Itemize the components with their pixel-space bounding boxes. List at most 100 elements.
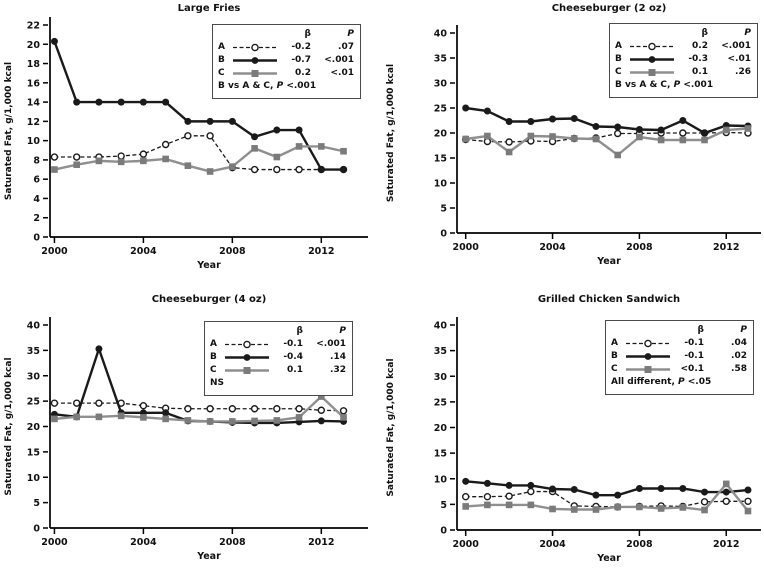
- y-tick-label: 2: [33, 213, 40, 224]
- series-C-point: [679, 504, 687, 511]
- series-C-point: [295, 414, 303, 421]
- series-b-sample: [625, 352, 671, 361]
- legend-row-c: C 0.1 .26: [615, 66, 751, 79]
- series-A-point: [250, 405, 259, 413]
- series-C-point: [527, 132, 535, 140]
- series-C-point: [251, 417, 258, 425]
- series-C-point: [505, 148, 513, 156]
- series-C-line: [465, 127, 749, 157]
- series-c-beta: 0.2: [295, 68, 311, 78]
- series-B-point: [117, 98, 125, 106]
- solid-filled-circle-icon: [233, 57, 277, 64]
- legend-note: B vs A & C, P <.001: [615, 80, 714, 90]
- legend-row-c: C 0.2 <.01: [218, 67, 354, 80]
- series-A-point: [744, 497, 752, 506]
- legend-beta-header: β: [701, 28, 708, 38]
- series-b-p: .02: [731, 351, 747, 361]
- y-axis-title: Saturated Fat, g/1,000 kcal: [4, 357, 14, 495]
- legend-header: β P: [615, 27, 751, 40]
- series-A-point: [679, 129, 687, 137]
- y-tick-label: 15: [27, 447, 40, 458]
- y-tick-label: 20: [27, 40, 41, 51]
- y-tick-label: 35: [434, 346, 447, 357]
- series-A-point: [483, 492, 492, 501]
- series-c-p: .58: [731, 364, 747, 374]
- series-C-point: [273, 153, 281, 161]
- series-B-point: [635, 126, 643, 133]
- series-B-point: [462, 477, 470, 485]
- series-B-point: [592, 123, 600, 130]
- x-tick-label: 2000: [41, 537, 68, 548]
- x-tick-label: 2012: [713, 539, 739, 550]
- series-C-point: [570, 135, 578, 142]
- series-c-beta: <0.1: [680, 364, 704, 374]
- x-tick-label: 2000: [41, 246, 68, 257]
- y-tick-label: 0: [33, 524, 40, 535]
- gray-filled-square-icon: [626, 366, 670, 373]
- series-C-line: [54, 394, 345, 423]
- series-C-point: [614, 503, 621, 511]
- series-B-point: [527, 481, 535, 489]
- series-B-point: [273, 126, 281, 134]
- series-A-point: [273, 165, 281, 174]
- series-B-point: [162, 98, 170, 106]
- series-C-point: [295, 143, 303, 150]
- legend-note: All different, P <.05: [611, 377, 712, 387]
- series-a-label: A: [611, 338, 618, 348]
- series-C-point: [206, 168, 214, 175]
- cheeseburger-2oz-plot: 0 5 10 15 20 25 30 35 40 2000 2004 2008 2012 Saturate…: [386, 25, 761, 267]
- y-tick-label: 22: [27, 21, 40, 32]
- series-C-point: [340, 414, 347, 421]
- series-c-p: <.01: [330, 68, 354, 78]
- y-tick-label: 20: [27, 422, 41, 433]
- series-b-sample: [224, 353, 270, 362]
- series-c-sample: [232, 69, 278, 78]
- series-C-point: [73, 413, 80, 421]
- series-a-sample: [232, 43, 278, 52]
- series-C-point: [162, 415, 169, 423]
- series-c-sample: [629, 68, 675, 77]
- series-C-point: [162, 155, 169, 163]
- y-tick-label: 10: [434, 474, 448, 485]
- series-B-point: [295, 126, 303, 134]
- cheeseburger-4oz-plot: 0 5 10 15 20 25 30 35 40 2000 2004 2008 2012 Saturate…: [4, 317, 368, 562]
- x-tick-label: 2012: [308, 246, 334, 257]
- series-A-point: [317, 406, 326, 414]
- series-B-point: [73, 98, 81, 106]
- x-axis-title: Year: [196, 260, 221, 271]
- series-C-point: [570, 506, 578, 513]
- series-B-point: [744, 486, 752, 494]
- series-A-point: [72, 153, 81, 161]
- chart-title: Cheeseburger (2 oz): [551, 3, 667, 14]
- series-c-label: C: [611, 364, 618, 374]
- series-A-point: [50, 399, 59, 407]
- y-axis-title: Saturated Fat, g/1,000 kcal: [4, 62, 14, 200]
- series-B-line: [465, 480, 749, 497]
- series-b-p: <.001: [324, 55, 354, 65]
- series-A-point: [722, 497, 730, 506]
- series-C-point: [51, 166, 58, 173]
- x-tick-label: 2000: [452, 242, 479, 253]
- series-A-point: [273, 405, 281, 413]
- legend-p-header: P: [744, 28, 751, 38]
- series-a-beta: -0.1: [283, 339, 303, 349]
- y-tick-label: 10: [27, 473, 41, 484]
- series-b-p: .14: [330, 352, 346, 362]
- series-a-sample: [629, 42, 675, 51]
- series-C-point: [229, 163, 236, 170]
- series-C-point: [184, 162, 192, 169]
- series-C-line: [465, 481, 749, 512]
- series-A-point: [139, 401, 148, 410]
- legend-row-a: A -0.1 <.001: [210, 338, 346, 351]
- series-C-point: [722, 126, 730, 134]
- series-B-point: [570, 486, 578, 494]
- y-tick-label: 0: [440, 526, 447, 537]
- legend-row-a: A -0.2 .07: [218, 41, 354, 54]
- x-axis-title: Year: [196, 551, 221, 562]
- series-B-point: [701, 129, 709, 137]
- series-A-point: [161, 140, 170, 149]
- y-tick-label: 25: [27, 397, 40, 408]
- y-axis-title: Saturated Fat, g/1,000 kcal: [386, 64, 396, 202]
- x-tick-label: 2004: [539, 242, 566, 253]
